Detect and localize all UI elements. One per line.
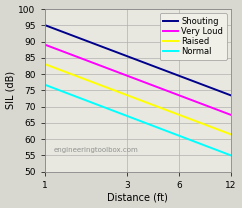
Raised: [43, 63, 46, 65]
Line: Raised: Raised: [45, 64, 231, 134]
Line: Shouting: Shouting: [45, 25, 231, 95]
Normal: [213, 148, 216, 151]
Shouting: [51, 27, 53, 29]
Raised: [51, 66, 53, 68]
Very Loud: [78, 56, 81, 59]
Normal: [43, 83, 46, 86]
Legend: Shouting, Very Loud, Raised, Normal: Shouting, Very Loud, Raised, Normal: [160, 13, 227, 60]
Y-axis label: SIL (dB): SIL (dB): [6, 71, 15, 109]
Very Loud: [93, 62, 96, 64]
Shouting: [54, 28, 57, 31]
Raised: [229, 133, 232, 136]
Shouting: [213, 88, 216, 90]
Normal: [54, 88, 57, 90]
Shouting: [220, 90, 223, 93]
Text: engineeringtoolbox.com: engineeringtoolbox.com: [54, 147, 139, 153]
Very Loud: [229, 114, 232, 116]
Line: Very Loud: Very Loud: [45, 45, 231, 115]
Normal: [220, 151, 223, 153]
Raised: [213, 127, 216, 130]
Very Loud: [54, 47, 57, 50]
Very Loud: [220, 110, 223, 113]
Shouting: [93, 42, 96, 45]
Normal: [51, 86, 53, 89]
Normal: [93, 102, 96, 105]
Raised: [220, 130, 223, 132]
Shouting: [43, 24, 46, 26]
Raised: [78, 76, 81, 78]
Normal: [229, 154, 232, 157]
Raised: [54, 67, 57, 69]
Very Loud: [43, 43, 46, 46]
Raised: [93, 82, 96, 84]
Line: Normal: Normal: [45, 85, 231, 155]
Normal: [78, 97, 81, 99]
Shouting: [229, 94, 232, 97]
X-axis label: Distance (ft): Distance (ft): [107, 192, 168, 202]
Very Loud: [213, 108, 216, 110]
Shouting: [78, 37, 81, 39]
Very Loud: [51, 46, 53, 49]
